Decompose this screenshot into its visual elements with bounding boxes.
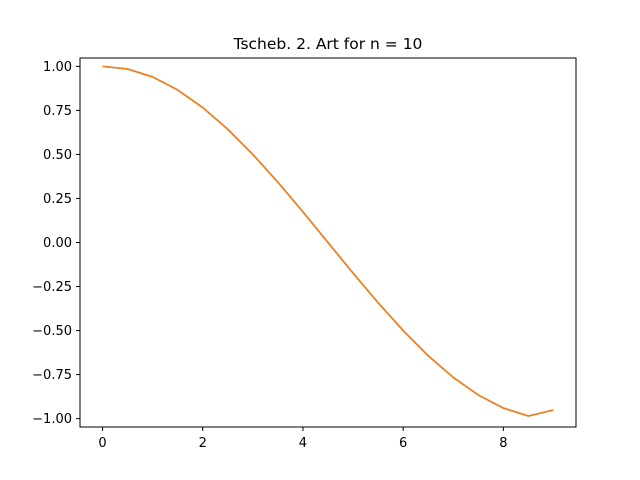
y-tick-label: −0.75 xyxy=(32,368,72,383)
x-tick-label: 8 xyxy=(499,436,507,451)
y-axis: 1.00 0.75 0.50 0.25 0.00 −0.25 −0.50 −0.75 −1.00 xyxy=(32,60,80,427)
chart-title: Tscheb. 2. Art for n = 10 xyxy=(233,35,423,53)
y-tick-label: −0.25 xyxy=(32,280,72,295)
x-tick-label: 4 xyxy=(299,436,307,451)
y-tick-label: 1.00 xyxy=(43,60,72,75)
x-tick-label: 0 xyxy=(98,436,106,451)
x-tick-label: 2 xyxy=(199,436,207,451)
y-tick-label: 0.00 xyxy=(43,236,72,251)
y-tick-label: −0.50 xyxy=(32,324,72,339)
y-tick-label: −1.00 xyxy=(32,412,72,427)
plot-frame xyxy=(79,57,577,428)
y-tick-label: 0.25 xyxy=(43,192,72,207)
x-tick-label: 6 xyxy=(399,436,407,451)
y-tick-label: 0.75 xyxy=(43,104,72,119)
x-axis: 0 2 4 6 8 xyxy=(98,427,507,451)
series-line-2 xyxy=(102,65,554,417)
y-tick-label: 0.50 xyxy=(43,148,72,163)
series-layer xyxy=(102,65,554,417)
